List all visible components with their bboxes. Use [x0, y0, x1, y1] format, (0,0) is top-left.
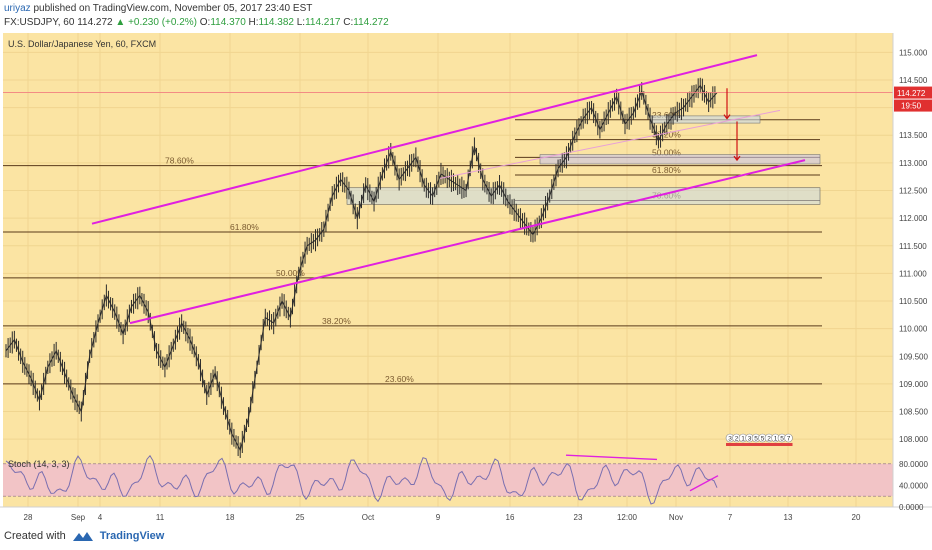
event-marker-label: 3	[748, 436, 752, 443]
stoch-divergence-line	[565, 454, 658, 461]
y-tick-label: 110.500	[899, 297, 928, 306]
y-tick-label: 112.500	[899, 187, 928, 196]
fib-level-label: 38.20%	[322, 316, 351, 326]
current-price-badge	[894, 86, 932, 99]
fib-level-label: 61.80%	[230, 222, 259, 232]
tradingview-brand[interactable]: TradingView	[99, 530, 165, 542]
y-tick-label: 108.000	[899, 435, 928, 444]
author-link[interactable]: uriyaz	[4, 3, 31, 14]
symbol-bar: FX:USDJPY, 60 114.272 ▲ +0.230 (+0.2%) O…	[4, 17, 389, 28]
x-tick-label: 13	[784, 513, 793, 522]
x-tick-label: 28	[24, 513, 33, 522]
event-flag-icon	[771, 443, 780, 446]
mid-trend-line	[439, 109, 781, 179]
event-flag-icon	[745, 443, 754, 446]
upper-channel-line	[91, 54, 758, 225]
x-tick-label: Nov	[669, 513, 683, 522]
event-marker-label: 1	[741, 436, 745, 443]
chart-title: U.S. Dollar/Japanese Yen, 60, FXCM	[8, 39, 156, 49]
published-text: published on TradingView.com, November 0…	[33, 3, 313, 14]
y-tick-label: 112.000	[899, 214, 928, 223]
event-flag-icon	[739, 443, 747, 446]
x-tick-label: 18	[226, 513, 235, 522]
x-tick-label: 16	[506, 513, 515, 522]
created-with-label: Created with	[4, 530, 66, 542]
price-series-line	[5, 84, 718, 452]
stoch-tick-label: 40.0000	[899, 481, 928, 490]
event-flag-icon	[765, 443, 773, 446]
current-price-label: 114.272	[897, 89, 926, 98]
y-tick-label: 109.500	[899, 352, 928, 361]
x-tick-label: 12:00	[617, 513, 638, 522]
footer: Created with TradingView	[4, 530, 164, 542]
y-tick-label: 114.500	[899, 76, 928, 85]
event-marker-label: 7	[787, 436, 791, 443]
y-tick-label: 109.000	[899, 380, 928, 389]
y-tick-label: 110.000	[899, 325, 928, 334]
event-flag-icon	[732, 443, 741, 446]
price-pane-background	[3, 33, 893, 453]
event-marker-label: 5	[780, 436, 784, 443]
countdown-badge	[894, 99, 932, 112]
stoch-tick-label: 80.0000	[899, 460, 928, 469]
publish-info: uriyaz published on TradingView.com, Nov…	[4, 3, 312, 14]
x-tick-label: 4	[98, 513, 103, 522]
x-tick-label: 9	[436, 513, 441, 522]
fib-level-label: 61.80%	[652, 165, 681, 175]
fib-level-label: 23.60%	[385, 374, 414, 384]
x-tick-label: Oct	[362, 513, 375, 522]
event-marker-label: 5	[754, 436, 758, 443]
fib-level-label: 78.60%	[165, 156, 194, 166]
high-value: 114.382	[258, 17, 294, 28]
event-flag-icon	[784, 443, 793, 446]
last-price: 114.272	[77, 17, 113, 28]
event-marker-label: 2	[767, 436, 771, 443]
stoch-line	[5, 454, 718, 505]
x-tick-label: 23	[574, 513, 583, 522]
fib-level-label: 38.20%	[652, 130, 681, 140]
x-tick-label: 25	[296, 513, 305, 522]
tradingview-logo-icon	[72, 532, 93, 541]
stoch-divergence-line	[689, 475, 719, 492]
lower-channel-line	[129, 159, 806, 325]
event-flag-icon	[778, 443, 786, 446]
arrow-head-icon	[723, 114, 731, 120]
event-flag-icon	[726, 443, 734, 446]
y-tick-label: 115.000	[899, 48, 928, 57]
low-value: 114.217	[305, 17, 341, 28]
x-tick-label: 20	[852, 513, 861, 522]
open-value: 114.370	[210, 17, 246, 28]
x-tick-label: Sep	[71, 513, 86, 522]
y-tick-label: 108.500	[899, 408, 928, 417]
close-value: 114.272	[353, 17, 389, 28]
event-marker-label: 2	[735, 436, 739, 443]
countdown-label: 19:50	[901, 102, 922, 111]
event-marker-icon	[784, 433, 793, 443]
event-marker-label: 5	[761, 436, 765, 443]
event-flag-icon	[752, 443, 760, 446]
arrow-head-icon	[733, 155, 741, 162]
event-marker-label: 3	[728, 436, 732, 443]
symbol-name[interactable]: FX:USDJPY, 60	[4, 17, 75, 28]
fib-level-label: 50.00%	[276, 268, 305, 278]
y-tick-label: 111.000	[899, 269, 927, 278]
y-tick-label: 111.500	[899, 242, 927, 251]
up-arrow-icon: ▲	[115, 17, 126, 28]
stoch-tick-label: 0.0000	[899, 503, 924, 512]
y-tick-label: 113.500	[899, 131, 928, 140]
resistance-zone	[539, 154, 821, 165]
y-tick-label: 113.000	[899, 159, 928, 168]
price-axis-background	[893, 33, 932, 507]
stoch-indicator-label[interactable]: Stoch (14, 3, 3)	[8, 459, 70, 469]
fib-level-label: 50.00%	[652, 147, 681, 157]
x-tick-label: 7	[728, 513, 733, 522]
stoch-band	[3, 463, 893, 497]
support-zone	[346, 187, 821, 205]
price-change: +0.230 (+0.2%)	[128, 17, 197, 28]
event-flag-icon	[758, 443, 767, 446]
event-marker-label: 1	[774, 436, 778, 443]
x-tick-label: 11	[156, 513, 165, 522]
